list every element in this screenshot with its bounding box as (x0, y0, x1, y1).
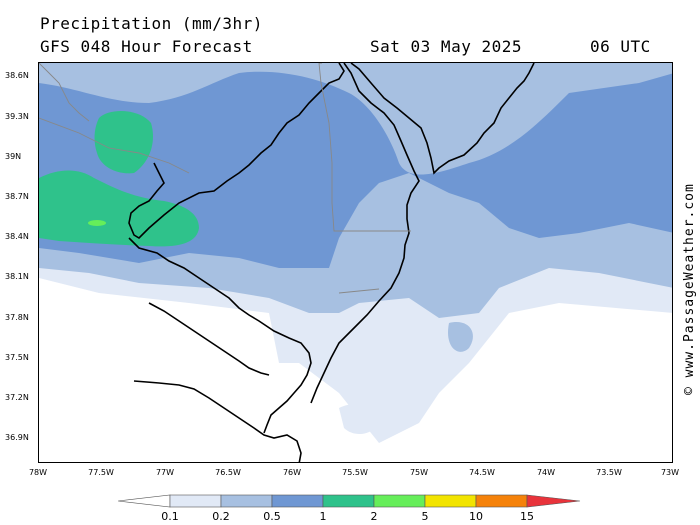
lat-label: 38.7N (5, 192, 29, 201)
lon-label: 77.5W (88, 468, 114, 477)
lon-label: 77W (155, 468, 175, 477)
legend-swatch (424, 494, 477, 508)
site-watermark: © www.PassageWeather.com (682, 183, 697, 395)
precip-band-dark (39, 71, 672, 268)
legend-tick: 5 (421, 510, 429, 523)
forecast-time: 06 UTC (590, 37, 651, 56)
legend-swatch (220, 494, 273, 508)
lon-label: 78W (28, 468, 48, 477)
legend-tick: 0.2 (212, 510, 230, 523)
state-border (338, 288, 380, 294)
forecast-date: Sat 03 May 2025 (370, 37, 522, 56)
legend-tick: 0.5 (263, 510, 281, 523)
coastline-chesapeake-bay (128, 63, 345, 240)
legend-swatch (169, 494, 222, 508)
lat-label: 36.9N (5, 433, 29, 442)
lon-label: 74.5W (469, 468, 495, 477)
lon-label: 74W (536, 468, 556, 477)
legend-colorbar (118, 494, 581, 508)
lon-label: 73W (660, 468, 680, 477)
coastline-delaware-bay (350, 63, 535, 175)
coastline-potomac (128, 237, 312, 434)
lon-label: 75.5W (342, 468, 368, 477)
legend-tick: 0.1 (161, 510, 179, 523)
lon-label: 73.5W (596, 468, 622, 477)
lat-label: 39.3N (5, 112, 29, 121)
precip-band-light-south (339, 403, 378, 435)
precipitation-map (38, 62, 673, 463)
legend-swatch (322, 494, 375, 508)
legend-tick: 15 (520, 510, 534, 523)
lat-label: 38.6N (5, 71, 29, 80)
state-border (39, 63, 90, 122)
map-title: Precipitation (mm/3hr) (40, 14, 263, 33)
lat-label: 39N (5, 152, 22, 161)
coastline-james-river (133, 380, 302, 462)
lat-label: 38.1N (5, 272, 29, 281)
legend-arrow-max (526, 494, 581, 508)
lat-label: 37.2N (5, 393, 29, 402)
precip-band-medium-south (448, 322, 473, 352)
map-canvas (39, 63, 672, 462)
legend-tick: 1 (319, 510, 327, 523)
precip-band-green-west (39, 170, 199, 247)
lat-label: 37.5N (5, 353, 29, 362)
precip-band-green-north (94, 111, 154, 174)
state-border (39, 63, 411, 232)
forecast-subtitle: GFS 048 Hour Forecast (40, 37, 253, 56)
precip-cell-bright (88, 220, 106, 226)
lat-label: 38.4N (5, 232, 29, 241)
lon-label: 75W (409, 468, 429, 477)
coastline-york-river (148, 302, 270, 376)
coastline-eastern-shore (310, 63, 420, 404)
legend-tick: 2 (370, 510, 378, 523)
legend-swatch (475, 494, 528, 508)
legend-arrow-min (118, 494, 171, 508)
legend-swatch (373, 494, 426, 508)
lat-label: 37.8N (5, 313, 29, 322)
lon-label: 76.5W (215, 468, 241, 477)
legend-tick: 10 (469, 510, 483, 523)
lon-label: 76W (282, 468, 302, 477)
legend-swatch (271, 494, 324, 508)
